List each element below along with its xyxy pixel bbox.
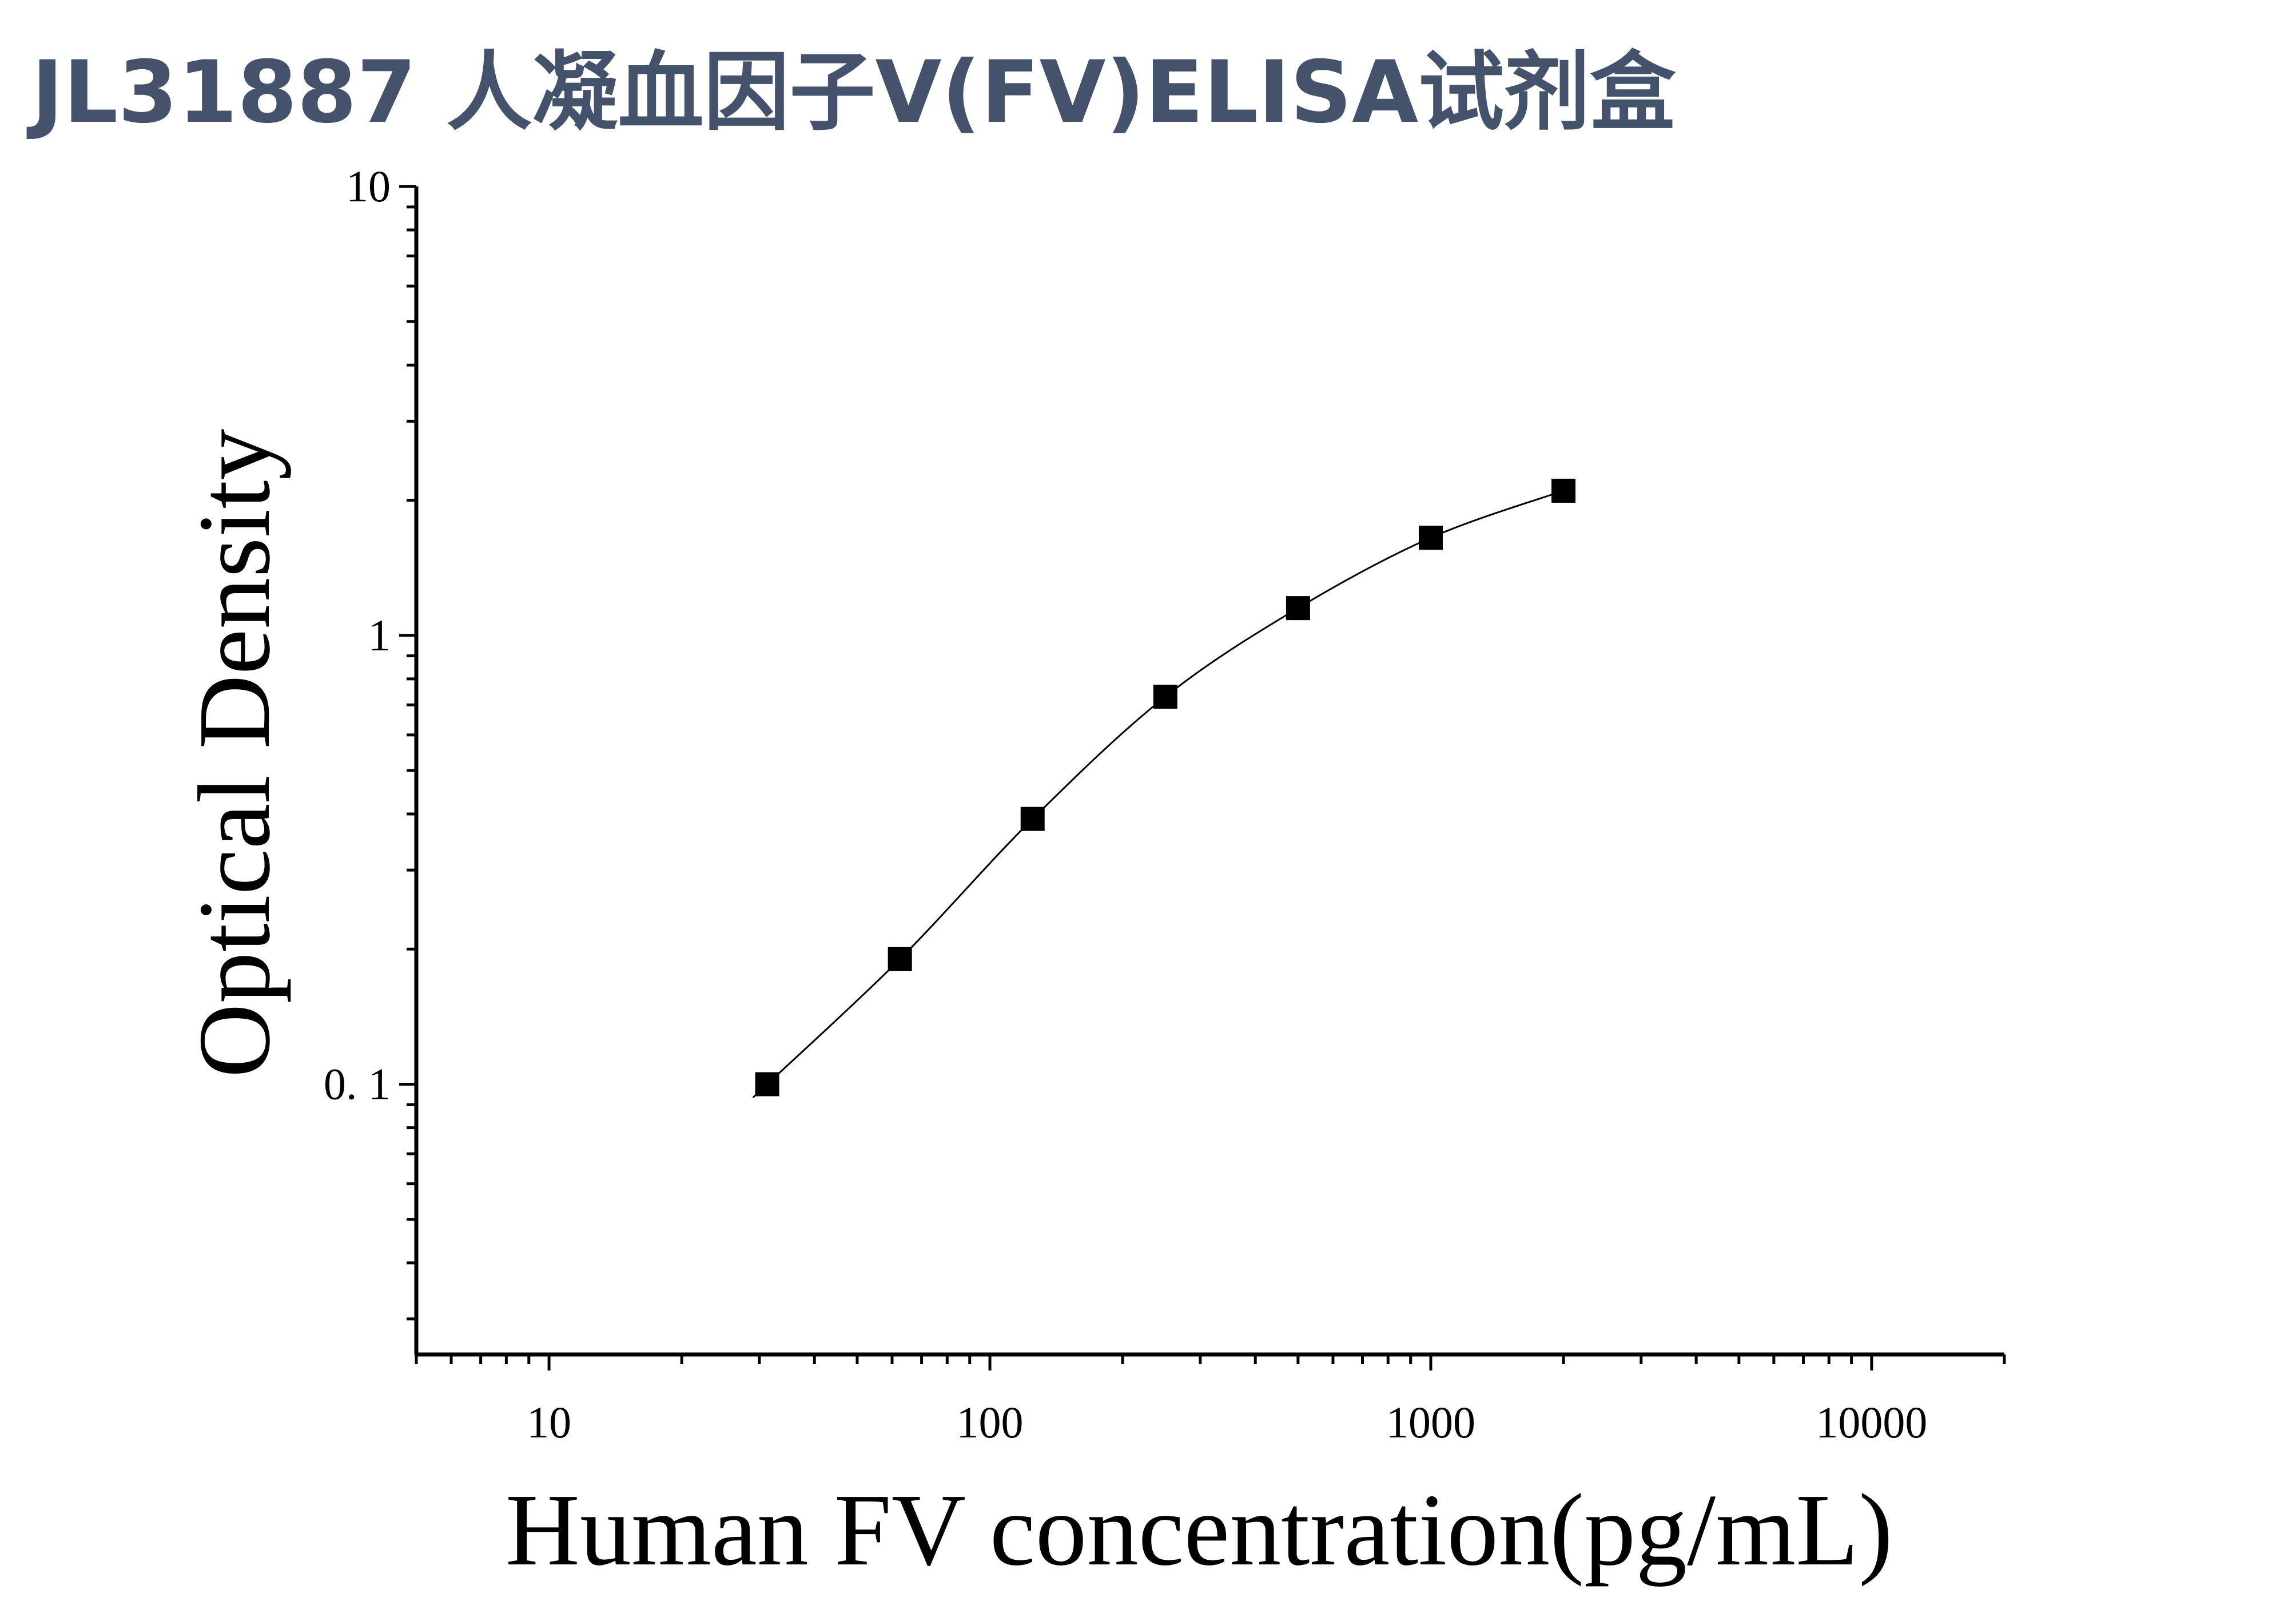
fit-curve <box>753 490 1564 1098</box>
data-point <box>1153 685 1177 709</box>
page-title: JL31887 人凝血因子Ⅴ(FⅤ)ELISA试剂盒 <box>31 43 1676 142</box>
data-point <box>1418 526 1443 550</box>
x-tick-label: 1000 <box>1386 1397 1475 1447</box>
x-tick-label: 10 <box>527 1397 571 1447</box>
data-point <box>1551 478 1576 503</box>
x-tick-label: 100 <box>957 1397 1024 1447</box>
y-tick-label: 0. 1 <box>324 1059 391 1109</box>
data-points <box>755 478 1576 1097</box>
y-axis-title: Optical Density <box>177 429 291 1078</box>
data-point <box>755 1072 779 1097</box>
x-tick-label: 10000 <box>1816 1397 1927 1447</box>
y-axis-ticks: 0. 1 1 10 <box>324 161 416 1321</box>
data-point <box>888 947 912 971</box>
y-tick-label: 10 <box>346 161 391 211</box>
data-point <box>1286 596 1310 621</box>
axes <box>414 186 2004 1357</box>
y-tick-label: 1 <box>368 610 391 660</box>
x-axis-ticks: 10 100 1000 10000 <box>415 1354 2006 1447</box>
x-axis-title: Human FV concentration(pg/mL) <box>506 1473 1893 1587</box>
data-point <box>1020 807 1045 831</box>
